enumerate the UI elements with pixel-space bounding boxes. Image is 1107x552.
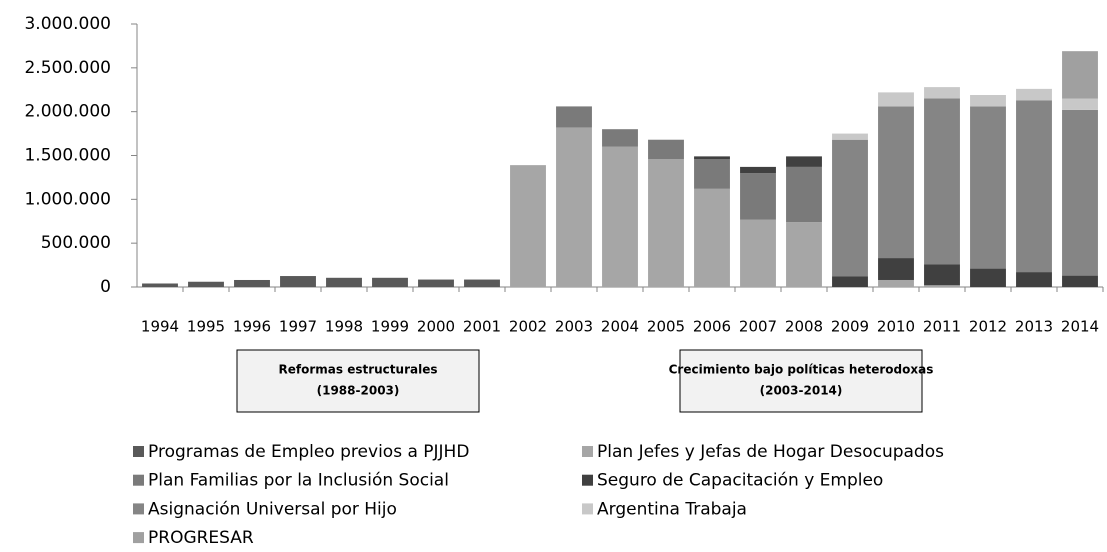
y-tick-label: 1.000.000 (24, 189, 111, 209)
bar-segment (694, 188, 730, 287)
x-tick-label: 2001 (463, 318, 501, 336)
bar-segment (648, 159, 684, 287)
bar-segment (694, 159, 730, 189)
annotation-title: Reformas estructurales (279, 363, 438, 377)
bar-segment (280, 276, 316, 287)
x-tick-label: 2011 (923, 318, 961, 336)
y-tick-label: 1.500.000 (24, 146, 111, 166)
x-tick-label: 1999 (371, 318, 409, 336)
bar-segment (878, 258, 914, 280)
y-tick-label: 2.500.000 (24, 58, 111, 78)
legend-label: Asignación Universal por Hijo (148, 499, 397, 519)
x-tick-label: 1995 (187, 318, 225, 336)
x-tick-label: 2007 (739, 318, 777, 336)
legend-label: PROGRESAR (148, 528, 254, 548)
bar-segment (878, 106, 914, 259)
y-tick-label: 2.000.000 (24, 102, 111, 122)
bar-segment (832, 133, 868, 140)
x-tick-label: 2010 (877, 318, 915, 336)
bar-segment (1062, 98, 1098, 110)
bar-segment (740, 173, 776, 220)
bar-segment (832, 276, 868, 287)
bar-segment (648, 139, 684, 160)
bar-segment (740, 166, 776, 174)
x-tick-label: 2009 (831, 318, 869, 336)
legend-swatch (133, 446, 144, 457)
x-tick-label: 2006 (693, 318, 731, 336)
bar-segment (924, 264, 960, 286)
bar-segment (878, 279, 914, 287)
x-tick-label: 2003 (555, 318, 593, 336)
bar-segment (510, 165, 546, 287)
bar-segment (556, 106, 592, 128)
bar-segment (1016, 88, 1052, 101)
bar-segment (556, 127, 592, 288)
bar-segment (234, 279, 270, 287)
legend-label: Seguro de Capacitación y Empleo (597, 471, 883, 491)
x-tick-label: 2005 (647, 318, 685, 336)
bar-segment (188, 281, 224, 287)
legend-swatch (582, 474, 593, 486)
annotation-subtitle: (2003-2014) (760, 384, 843, 398)
bar-segment (832, 139, 868, 277)
bar-segment (602, 146, 638, 287)
annotation-box (679, 349, 923, 413)
legend-label: Argentina Trabaja (597, 499, 747, 519)
bar-segment (1062, 51, 1098, 99)
bar-segment (1016, 100, 1052, 273)
bar-segment (694, 156, 730, 160)
x-tick-label: 2008 (785, 318, 823, 336)
x-tick-label: 2014 (1061, 318, 1099, 336)
annotation-box (236, 349, 480, 413)
bar-segment (464, 279, 500, 287)
y-tick-label: 500.000 (41, 233, 111, 253)
bar-segment (786, 156, 822, 167)
legend-swatch (133, 474, 144, 486)
annotation-title: Crecimiento bajo políticas heterodoxas (669, 363, 934, 377)
legend-swatch (133, 503, 144, 515)
bar-segment (786, 166, 822, 223)
x-tick-label: 1997 (279, 318, 317, 336)
bar-segment (970, 268, 1006, 287)
bar-segment (924, 87, 960, 99)
bar-segment (970, 95, 1006, 107)
y-tick-label: 0 (100, 277, 111, 297)
bar-segment (1062, 275, 1098, 287)
legend-label: Programas de Empleo previos a PJJHD (148, 442, 469, 462)
bar-segment (372, 277, 408, 287)
bar-segment (418, 279, 454, 287)
bar-segment (602, 129, 638, 147)
x-tick-label: 1998 (325, 318, 363, 336)
bar-segment (1016, 272, 1052, 287)
bar-segment (1062, 109, 1098, 276)
x-tick-label: 2012 (969, 318, 1007, 336)
y-tick-label: 3.000.000 (24, 14, 111, 34)
bar-segment (924, 285, 960, 287)
bar-segment (878, 92, 914, 107)
x-tick-label: 1994 (141, 318, 179, 336)
bar-segment (142, 283, 178, 287)
bar-segment (786, 222, 822, 287)
x-tick-label: 1996 (233, 318, 271, 336)
bar-segment (326, 277, 362, 287)
x-tick-label: 2013 (1015, 318, 1053, 336)
legend-swatch (582, 446, 593, 457)
bar-segment (740, 219, 776, 287)
legend-swatch (133, 532, 144, 544)
x-tick-label: 2000 (417, 318, 455, 336)
legend-label: Plan Jefes y Jefas de Hogar Desocupados (597, 442, 944, 462)
annotation-subtitle: (1988-2003) (317, 384, 400, 398)
legend-label: Plan Familias por la Inclusión Social (148, 471, 449, 491)
legend-swatch (582, 503, 593, 515)
bar-segment (924, 98, 960, 265)
x-tick-label: 2002 (509, 318, 547, 336)
x-tick-label: 2004 (601, 318, 639, 336)
bar-segment (970, 106, 1006, 269)
